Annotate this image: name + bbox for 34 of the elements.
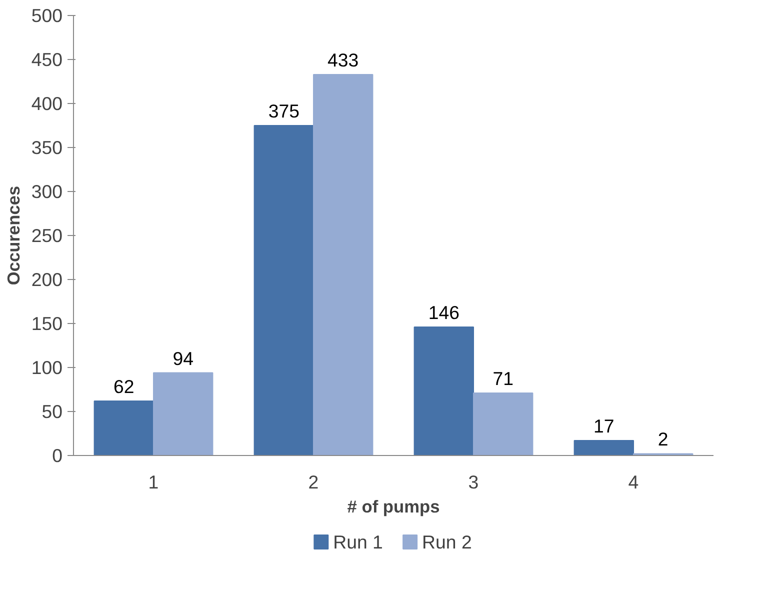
- bar: [153, 372, 214, 456]
- data-label: 62: [114, 376, 134, 397]
- y-tick-label: 0: [52, 445, 63, 466]
- data-label: 17: [594, 416, 614, 437]
- y-tick-label: 450: [31, 49, 63, 70]
- data-label: 2: [658, 428, 668, 450]
- y-tick-label: 300: [31, 181, 63, 202]
- data-label: 71: [492, 368, 514, 390]
- y-tick-label: 200: [31, 269, 63, 290]
- x-tick-label: 3: [468, 472, 479, 492]
- bar: [313, 74, 374, 456]
- legend-label: Run 1: [333, 532, 383, 552]
- bar: [574, 440, 634, 456]
- y-tick-label: 250: [31, 225, 63, 246]
- legend-label: Run 2: [422, 532, 472, 552]
- data-label: 375: [268, 100, 300, 122]
- y-axis-title: Occurences: [3, 186, 24, 286]
- y-tick-label: 350: [31, 137, 63, 158]
- x-tick-label: 2: [308, 472, 319, 492]
- data-label: 433: [328, 49, 359, 70]
- y-tick-label: 50: [42, 401, 63, 422]
- bar: [414, 326, 474, 456]
- y-tick-label: 150: [31, 313, 63, 334]
- y-tick-label: 400: [31, 93, 63, 114]
- data-label: 146: [428, 302, 460, 324]
- bar: [473, 392, 534, 456]
- y-tick-label: 100: [31, 357, 63, 378]
- y-tick-label: 500: [31, 5, 63, 26]
- bar: [254, 125, 314, 456]
- x-tick-label: 1: [148, 472, 159, 492]
- x-tick-label: 4: [628, 472, 639, 492]
- x-axis-title: # of pumps: [347, 496, 440, 516]
- data-label: 94: [172, 348, 194, 369]
- bar: [94, 400, 154, 456]
